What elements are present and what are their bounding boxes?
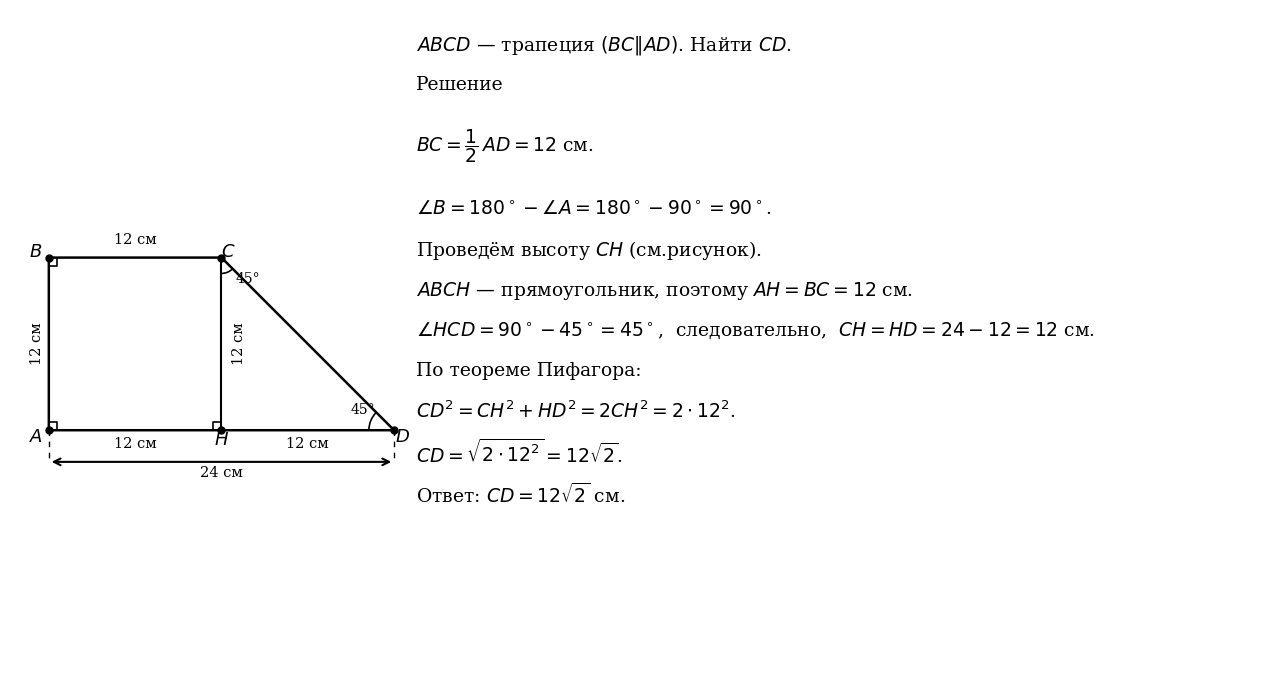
- Text: $\mathit{H}$: $\mathit{H}$: [213, 432, 229, 449]
- Text: $CD^2 = CH^2 + HD^2 = 2CH^2 = 2 \cdot 12^2$.: $CD^2 = CH^2 + HD^2 = 2CH^2 = 2 \cdot 12…: [415, 401, 736, 422]
- Text: Решение: Решение: [415, 76, 503, 94]
- Text: $BC = \dfrac{1}{2}\, AD = 12$ см.: $BC = \dfrac{1}{2}\, AD = 12$ см.: [415, 127, 593, 165]
- Text: $ABCD$ — трапеция $(BC \| AD)$. Найти $CD$.: $ABCD$ — трапеция $(BC \| AD)$. Найти $C…: [415, 33, 792, 57]
- Text: 45°: 45°: [351, 403, 376, 417]
- Text: $\angle HCD = 90^\circ - 45^\circ = 45^\circ$,  следовательно,  $CH = HD = 24 - : $\angle HCD = 90^\circ - 45^\circ = 45^\…: [415, 320, 1094, 341]
- Text: $\mathit{C}$: $\mathit{C}$: [221, 243, 235, 261]
- Text: $\mathit{B}$: $\mathit{B}$: [30, 243, 42, 261]
- Text: 12 см: 12 см: [30, 322, 44, 366]
- Text: 12 см: 12 см: [233, 322, 246, 366]
- Text: $\mathit{A}$: $\mathit{A}$: [28, 428, 42, 446]
- Text: $ABCH$ — прямоугольник, поэтому $AH = BC = 12$ см.: $ABCH$ — прямоугольник, поэтому $AH = BC…: [415, 279, 913, 302]
- Text: 24 см: 24 см: [201, 466, 243, 480]
- Text: По теореме Пифагора:: По теореме Пифагора:: [415, 362, 642, 380]
- Text: $CD = \sqrt{2 \cdot 12^2} = 12\sqrt{2}$.: $CD = \sqrt{2 \cdot 12^2} = 12\sqrt{2}$.: [415, 439, 622, 467]
- Text: Ответ: $CD = 12\sqrt{2}$ см.: Ответ: $CD = 12\sqrt{2}$ см.: [415, 483, 625, 507]
- Text: 45°: 45°: [235, 272, 261, 286]
- Text: $\mathit{D}$: $\mathit{D}$: [395, 428, 410, 446]
- Text: Проведём высоту $CH$ (см.рисунок).: Проведём высоту $CH$ (см.рисунок).: [415, 238, 761, 262]
- Text: 12 см: 12 см: [113, 437, 157, 452]
- Text: $\angle B = 180^\circ - \angle A = 180^\circ - 90^\circ = 90^\circ$.: $\angle B = 180^\circ - \angle A = 180^\…: [415, 199, 772, 218]
- Text: 12 см: 12 см: [287, 437, 329, 452]
- Text: 12 см: 12 см: [113, 233, 157, 247]
